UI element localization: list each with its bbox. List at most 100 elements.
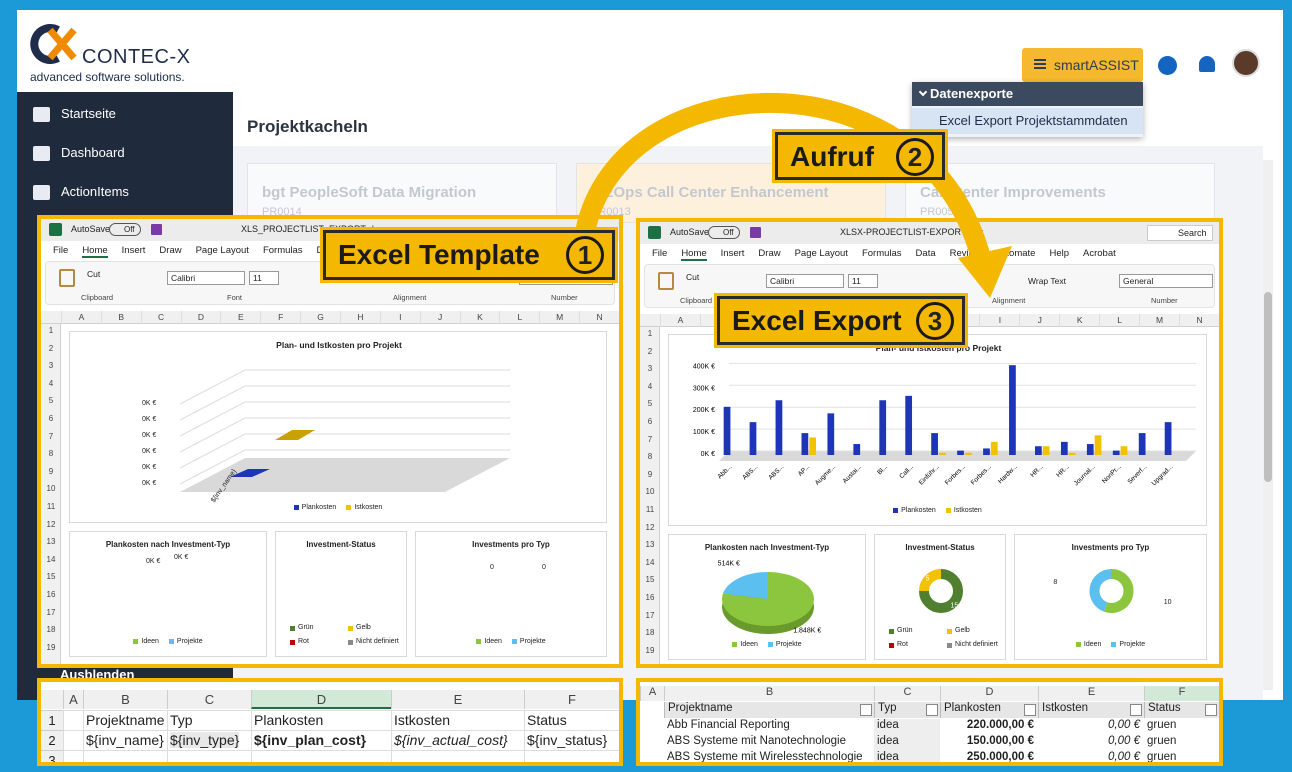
- filter-button[interactable]: [1024, 704, 1036, 716]
- filter-button[interactable]: [1205, 704, 1217, 716]
- row-header: 1: [647, 329, 653, 338]
- cell: gruen: [1147, 735, 1177, 747]
- value-label: 0K €: [146, 558, 161, 565]
- bar: [749, 422, 757, 455]
- cell: [251, 750, 391, 762]
- axis-label: 0K €: [142, 480, 157, 487]
- legend: Ideen Projekte: [70, 638, 266, 645]
- ribbon-tab[interactable]: Page Layout: [794, 248, 848, 259]
- ribbon-tab[interactable]: Page Layout: [195, 245, 249, 256]
- column-header: A: [63, 690, 83, 709]
- ribbon-tab[interactable]: Formulas: [861, 248, 902, 259]
- ribbon-tab[interactable]: Automate: [994, 248, 1036, 259]
- project-tile[interactable]: bgt PeopleSoft Data Migration PR0014: [247, 163, 557, 223]
- header-cell: Plankosten: [254, 712, 324, 728]
- bar: [931, 433, 938, 455]
- bar: [1094, 435, 1102, 455]
- autosave-toggle[interactable]: Off: [109, 223, 141, 236]
- smartassist-button[interactable]: smartASSIST: [1022, 48, 1143, 82]
- ribbon-tab[interactable]: Home: [82, 245, 108, 258]
- ribbon-tab[interactable]: Formulas: [262, 245, 303, 256]
- ribbon-tab[interactable]: File: [652, 248, 668, 259]
- cell: 150.000,00 €: [966, 735, 1034, 747]
- back-gridline: [179, 385, 510, 421]
- export-menu-item[interactable]: Excel Export Projektstammdaten: [912, 108, 1143, 134]
- row-header: 11: [46, 502, 56, 511]
- cut-button[interactable]: Cut: [87, 269, 101, 279]
- autosave-toggle[interactable]: Off: [708, 226, 740, 239]
- brand-name: CONTEC-X: [82, 46, 191, 68]
- chart-box: Investments pro Typ 10 8 Ideen Projekte: [1014, 534, 1207, 660]
- scrollbar-thumb[interactable]: [1264, 292, 1272, 482]
- ribbon-tab[interactable]: Review: [949, 248, 981, 259]
- export-menu: Datenexporte Excel Export Projektstammdat…: [912, 82, 1143, 137]
- legend-label: Grün: [298, 624, 314, 631]
- paste-icon: [59, 269, 75, 287]
- legend-swatch: [511, 639, 517, 644]
- ribbon-tab[interactable]: Data: [915, 248, 936, 259]
- ribbon-tab[interactable]: Insert: [720, 248, 745, 259]
- legend-swatch: [346, 505, 352, 510]
- column-header: H: [340, 311, 380, 324]
- ribbon-tab[interactable]: Draw: [159, 245, 182, 256]
- menu-icon: [1034, 59, 1046, 61]
- legend-swatch: [133, 639, 139, 644]
- row-header: 13: [46, 537, 56, 547]
- search-box[interactable]: Search: [1147, 225, 1213, 241]
- help-icon[interactable]: [1158, 56, 1177, 75]
- donut-segment: [919, 569, 963, 613]
- size-select[interactable]: 11: [848, 274, 878, 288]
- cell: [167, 750, 251, 762]
- sidebar-item[interactable]: Startseite: [61, 106, 116, 121]
- donut-segment: [919, 569, 942, 592]
- filter-button[interactable]: [860, 704, 872, 716]
- cut-button[interactable]: Cut: [686, 272, 700, 282]
- size-select[interactable]: 11: [249, 271, 279, 285]
- placeholder-cell: ${inv_plan_cost}: [254, 732, 367, 748]
- value-label: 0K €: [174, 554, 189, 561]
- font-select[interactable]: Calibri: [167, 271, 245, 285]
- cell: Abb Financial Reporting: [667, 719, 790, 731]
- column-header: J: [1019, 314, 1059, 327]
- legend-label: Ideen: [1083, 641, 1102, 648]
- header-cell: Projektname: [664, 702, 874, 718]
- cell: ABS Systeme mit Wirelesstechnologie: [667, 751, 863, 763]
- font-select[interactable]: Calibri: [766, 274, 844, 288]
- callout-number: 1: [566, 236, 604, 274]
- ribbon-tab[interactable]: Home: [681, 248, 707, 261]
- row-header: 5: [48, 396, 54, 406]
- tile-name: BizOps Call Center Enhancement: [591, 184, 829, 201]
- legend: Ideen Projekte: [1015, 641, 1206, 648]
- bar: [1035, 446, 1042, 455]
- number-format[interactable]: General: [1119, 274, 1213, 288]
- ribbon-tab[interactable]: File: [53, 245, 69, 256]
- tile-name: bgt PeopleSoft Data Migration: [262, 184, 477, 201]
- istkosten-placeholder: [275, 430, 315, 440]
- callout-label: Excel Export: [732, 305, 902, 336]
- sidebar-item[interactable]: ActionItems: [61, 184, 129, 199]
- column-header: G: [300, 311, 340, 324]
- bell-icon[interactable]: [1199, 56, 1215, 72]
- wrap-text[interactable]: Wrap Text: [1028, 276, 1066, 286]
- ribbon-tab[interactable]: Insert: [121, 245, 146, 256]
- ribbon-tab[interactable]: Acrobat: [1083, 248, 1116, 259]
- ribbon-tab[interactable]: Help: [1049, 248, 1069, 259]
- sidebar-item[interactable]: Dashboard: [61, 145, 125, 160]
- row-header: 9: [48, 466, 54, 476]
- callout-label: Aufruf: [790, 141, 874, 172]
- avatar[interactable]: [1232, 49, 1260, 77]
- ribbon-tab[interactable]: Draw: [758, 248, 781, 259]
- cell: [391, 750, 524, 762]
- bar: [853, 444, 861, 455]
- cell: [524, 710, 619, 730]
- cell: [391, 710, 524, 730]
- filter-button[interactable]: [926, 704, 938, 716]
- row-header: 16: [645, 593, 655, 602]
- column-header: F: [260, 311, 300, 324]
- filter-button[interactable]: [1130, 704, 1142, 716]
- column-header: F: [524, 690, 619, 709]
- cell: [524, 750, 619, 762]
- bar: [879, 400, 887, 455]
- callout: Excel Export 3: [717, 296, 965, 345]
- column-header: I: [979, 314, 1019, 327]
